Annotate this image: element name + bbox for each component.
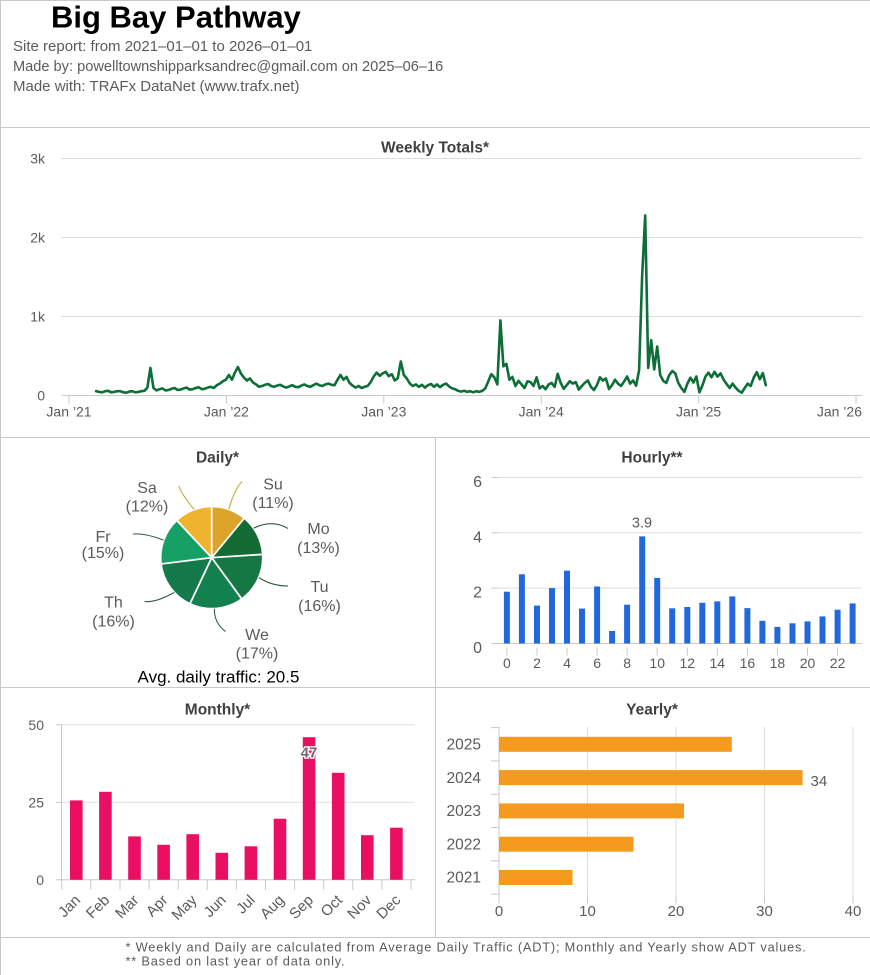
svg-text:Made with: TRAFx DataNet (www.: Made with: TRAFx DataNet (www.trafx.net) [13, 78, 299, 95]
svg-text:Su: Su [263, 476, 283, 493]
svg-text:* Weekly and Daily are calcula: * Weekly and Daily are calculated from A… [126, 940, 807, 955]
svg-text:Monthly*: Monthly* [185, 702, 251, 719]
svg-text:(16%): (16%) [92, 614, 135, 631]
svg-text:Yearly*: Yearly* [626, 702, 679, 719]
svg-text:Made by: powelltownshipparksan: Made by: powelltownshipparksandrec@gmail… [13, 59, 443, 75]
svg-text:2k: 2k [30, 230, 46, 246]
svg-text:(13%): (13%) [297, 540, 340, 557]
svg-text:Jan ’23: Jan ’23 [361, 404, 406, 420]
svg-text:2021: 2021 [447, 870, 481, 887]
svg-text:0: 0 [473, 640, 482, 657]
svg-text:(11%): (11%) [252, 495, 294, 512]
svg-text:Big Bay Pathway: Big Bay Pathway [51, 0, 302, 35]
svg-text:22: 22 [830, 655, 846, 671]
svg-text:10: 10 [649, 655, 665, 671]
svg-text:47: 47 [301, 745, 318, 762]
svg-text:2: 2 [533, 655, 541, 671]
svg-text:4: 4 [473, 529, 482, 546]
svg-text:1k: 1k [30, 309, 46, 325]
svg-text:** Based on last year of data: ** Based on last year of data only. [126, 954, 346, 969]
svg-text:10: 10 [579, 903, 596, 920]
svg-text:8: 8 [623, 655, 631, 671]
svg-text:3k: 3k [30, 151, 46, 167]
svg-text:Fr: Fr [95, 529, 111, 546]
svg-text:Jan ’21: Jan ’21 [46, 404, 91, 420]
svg-text:(16%): (16%) [298, 598, 341, 615]
svg-text:0: 0 [503, 655, 511, 671]
svg-text:Jan ’26: Jan ’26 [817, 404, 862, 420]
svg-text:0: 0 [495, 903, 503, 920]
svg-text:(17%): (17%) [236, 646, 279, 663]
svg-text:14: 14 [710, 655, 726, 671]
svg-text:0: 0 [36, 872, 44, 888]
svg-text:12: 12 [680, 655, 696, 671]
svg-text:Mo: Mo [307, 521, 329, 538]
svg-text:(15%): (15%) [82, 545, 125, 562]
svg-text:2023: 2023 [447, 803, 481, 820]
svg-text:Tu: Tu [310, 579, 328, 596]
svg-text:Jan ’24: Jan ’24 [519, 404, 564, 420]
svg-text:2024: 2024 [447, 770, 482, 787]
svg-text:Site report: from 2021–01–01 t: Site report: from 2021–01–01 to 2026–01–… [13, 38, 312, 55]
svg-text:4: 4 [563, 655, 571, 671]
svg-text:Jan ’22: Jan ’22 [204, 404, 249, 420]
svg-text:Th: Th [104, 595, 123, 612]
svg-text:16: 16 [740, 655, 756, 671]
svg-text:0: 0 [37, 388, 45, 404]
svg-text:6: 6 [593, 655, 601, 671]
svg-text:25: 25 [28, 794, 44, 810]
svg-text:(12%): (12%) [126, 499, 169, 516]
svg-text:34: 34 [811, 773, 828, 790]
svg-text:2022: 2022 [447, 836, 481, 853]
svg-text:Daily*: Daily* [196, 450, 240, 467]
svg-text:Sa: Sa [137, 480, 157, 497]
svg-text:30: 30 [756, 903, 773, 920]
svg-text:Hourly**: Hourly** [621, 450, 683, 467]
svg-text:3.9: 3.9 [632, 516, 652, 532]
svg-text:2025: 2025 [447, 737, 481, 754]
svg-text:6: 6 [473, 474, 482, 491]
svg-text:Jan ’25: Jan ’25 [676, 404, 721, 420]
svg-text:Weekly Totals*: Weekly Totals* [381, 140, 490, 157]
svg-text:40: 40 [845, 903, 862, 920]
svg-text:18: 18 [770, 655, 786, 671]
svg-text:50: 50 [28, 717, 44, 733]
svg-text:Avg. daily traffic: 20.5: Avg. daily traffic: 20.5 [138, 668, 300, 687]
svg-text:2: 2 [473, 585, 482, 602]
svg-text:20: 20 [668, 903, 685, 920]
svg-text:We: We [245, 627, 269, 644]
svg-text:20: 20 [800, 655, 816, 671]
